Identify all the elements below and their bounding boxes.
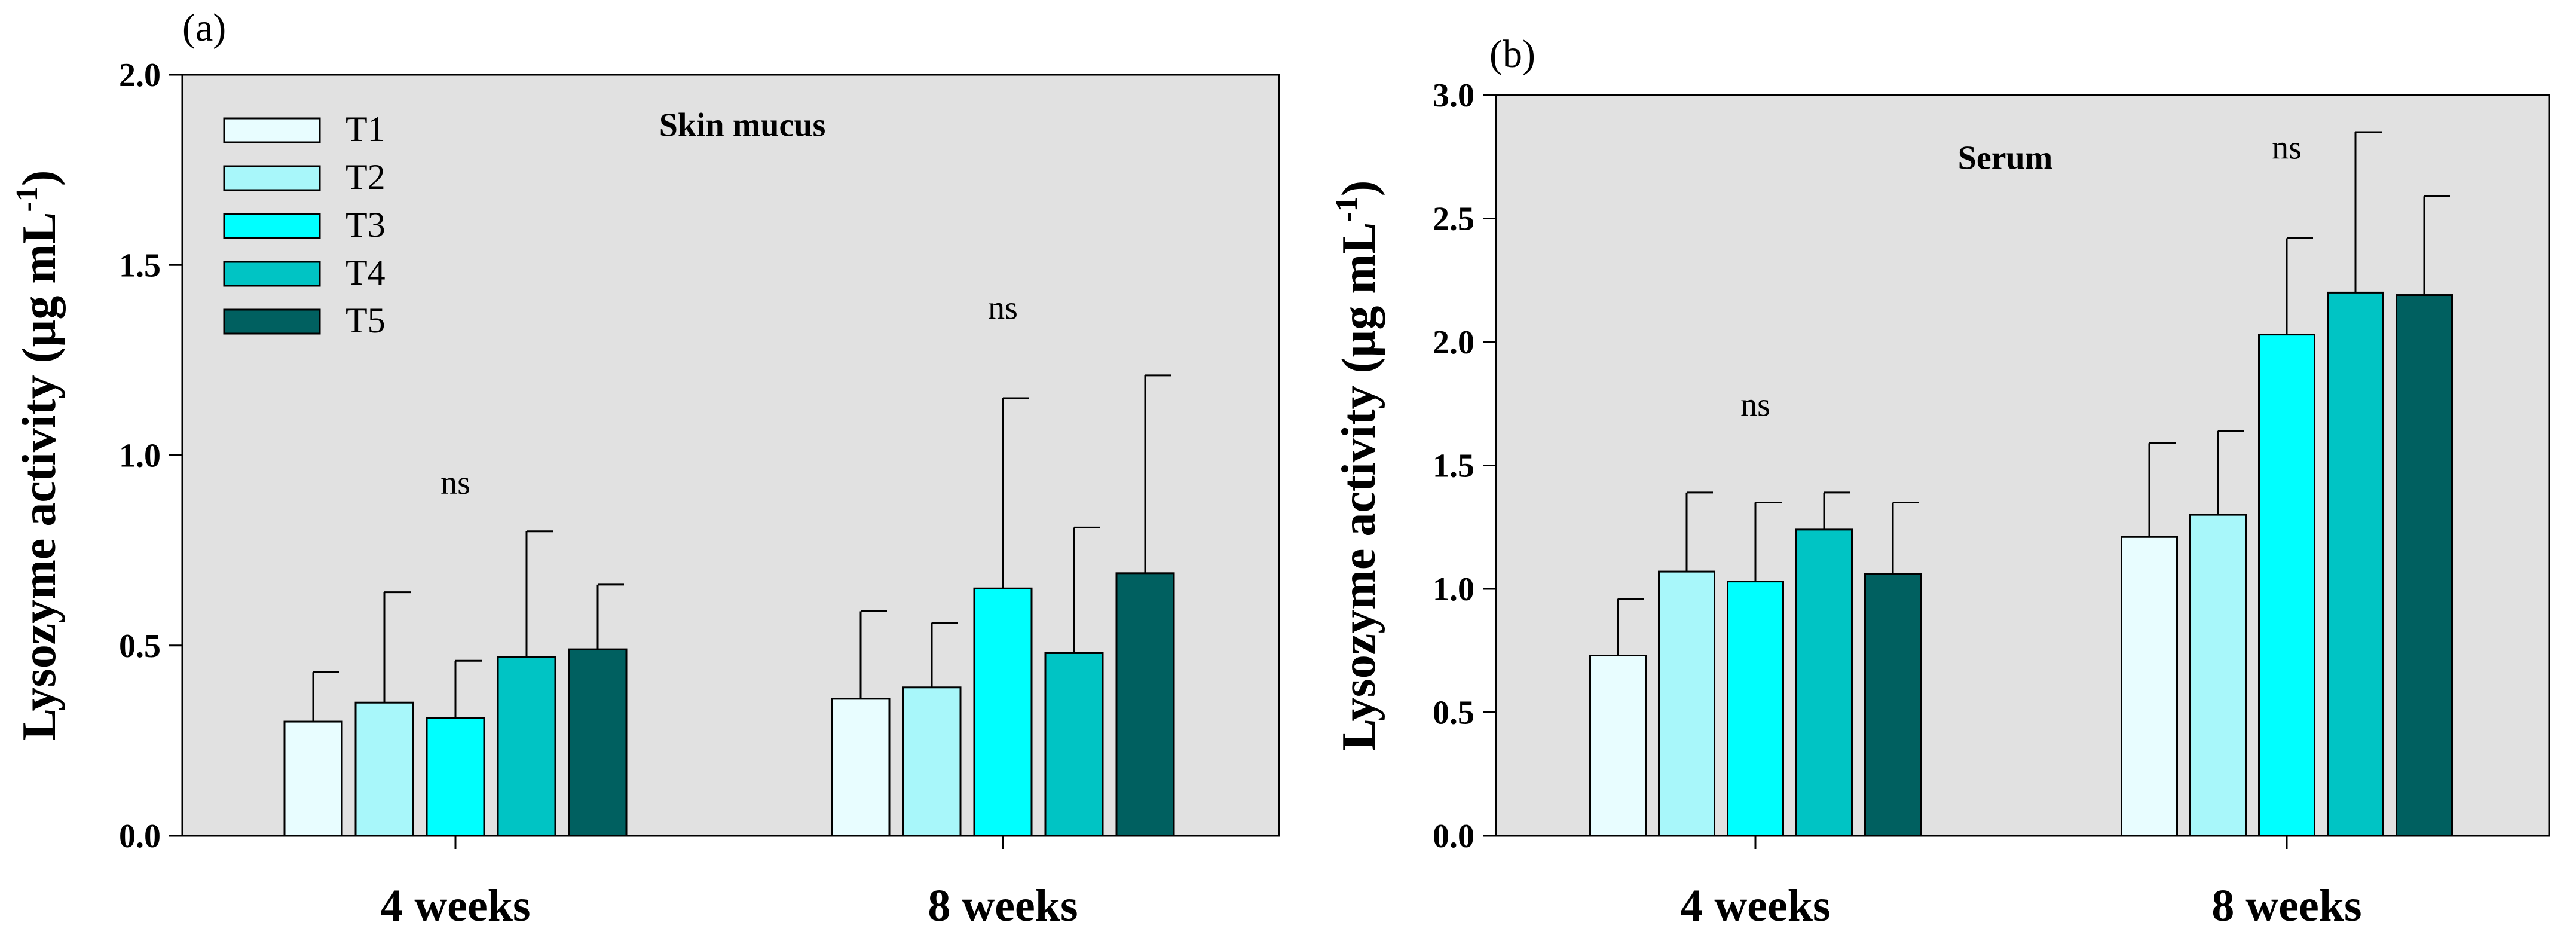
legend-label: T2 [345,157,386,197]
legend-swatch-t4 [223,261,321,287]
x-category-label: 8 weeks [928,881,1078,931]
bar-t3-2 [2258,334,2315,837]
bar-t5-1 [568,648,628,837]
y-tick-label: 2.5 [1433,201,1474,238]
bar-t3-1 [426,717,485,837]
y-axis-label-sup: -1 [1330,196,1364,222]
bar-t2-2 [902,686,962,837]
y-tick-label: 1.5 [119,247,161,284]
legend-label: T3 [345,205,386,245]
plot-area [1495,94,2550,837]
y-axis-label-sup: -1 [10,186,44,212]
significance-annotation: ns [988,289,1018,326]
y-tick-label: 1.0 [1433,571,1474,608]
y-axis-label-main: Lysozyme activity (µg mL [13,212,66,741]
legend-label: T4 [345,253,386,292]
bar-t5-2 [2396,294,2453,837]
y-tick-label: 0.5 [1433,695,1474,732]
bar-t2-1 [1658,570,1715,837]
bar-t4-1 [1795,528,1853,837]
y-axis-label-end: ) [1333,181,1385,197]
legend: T1 T2 T3 T4 T5 [223,109,386,340]
legend-swatch-t1 [223,117,321,143]
legend-label: T1 [345,109,386,149]
chart-panel-2: (b) 0.0 0.5 1.0 1.5 2.0 2.5 3.0 Lysozyme activit… [1330,32,2550,931]
bar-t5-1 [1864,573,1922,837]
bar-t3-2 [973,587,1033,837]
bar-t3-1 [1727,581,1784,837]
panel-label: (a) [182,6,226,50]
y-tick-label: 0.0 [1433,818,1474,855]
y-tick-label: 3.0 [1433,77,1474,114]
legend-swatch-t3 [223,213,321,239]
x-category-label: 4 weeks [380,881,530,931]
y-axis-label: Lysozyme activity (µg mL-1) [1330,181,1385,751]
chart-title: Skin mucus [659,107,826,144]
y-tick-label: 0.5 [119,628,161,665]
chart-title: Serum [1958,139,2053,176]
y-tick-label: 0.0 [119,818,161,855]
bar-t4-2 [1044,652,1104,837]
y-tick-label: 1.5 [1433,448,1474,485]
significance-annotation: ns [2272,130,2302,167]
y-axis-label: Lysozyme activity (µg mL-1) [10,170,66,741]
bar-t5-2 [1115,572,1175,837]
significance-annotation: ns [1740,386,1770,423]
legend-swatch-t2 [223,165,321,191]
chart-panel-1: (a) 0.0 0.5 1.0 1.5 2.0 Lysozyme activity (µg … [10,6,1280,931]
bar-t2-1 [354,701,414,837]
y-axis-label-main: Lysozyme activity (µg mL [1333,222,1385,751]
bar-t2-2 [2189,514,2247,837]
bar-t4-2 [2327,291,2384,837]
bar-t1-2 [831,698,891,837]
bar-t1-2 [2121,536,2178,837]
y-tick-label: 2.0 [1433,324,1474,361]
x-category-label: 8 weeks [2211,881,2361,931]
significance-annotation: ns [440,465,470,502]
legend-label: T5 [345,301,386,340]
legend-swatch-t5 [223,308,321,335]
bar-t1-1 [283,720,343,837]
y-tick-label: 1.0 [119,438,161,475]
y-axis-label-end: ) [13,170,66,187]
y-tick-label: 2.0 [119,57,161,94]
x-category-label: 4 weeks [1680,881,1830,931]
bar-t4-1 [497,656,556,837]
panel-label: (b) [1489,32,1535,76]
bar-t1-1 [1589,655,1647,837]
